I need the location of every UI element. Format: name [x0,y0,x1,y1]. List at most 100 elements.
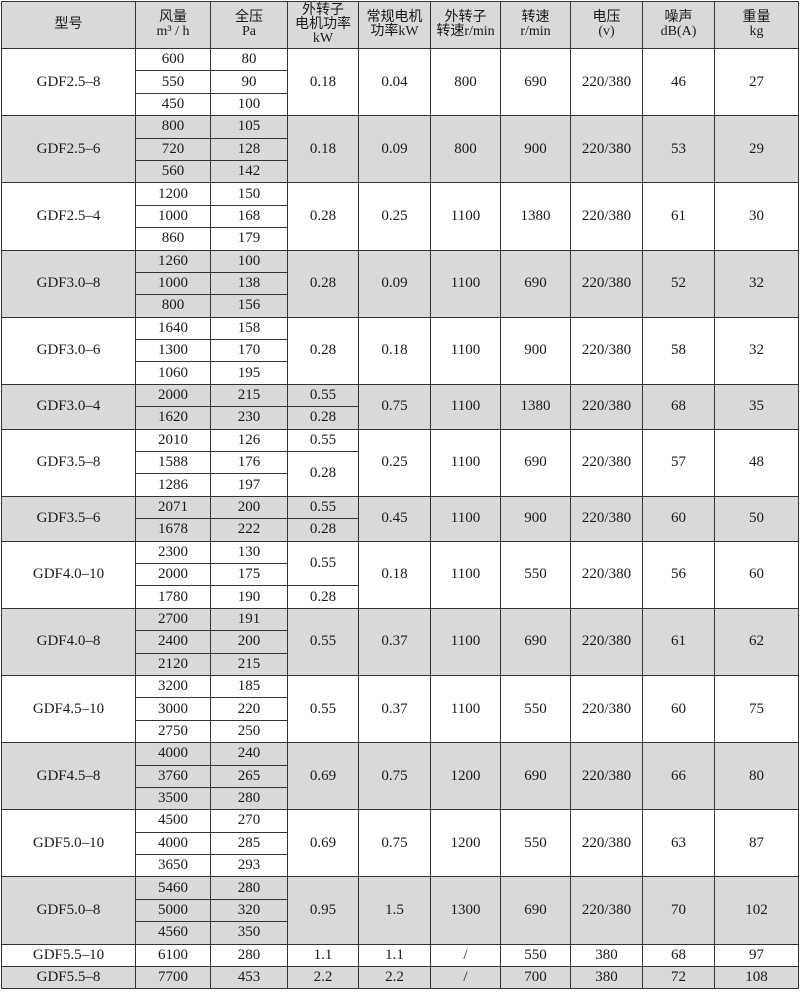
ext-rotor-power-cell: 0.28 [287,249,359,318]
ext-rotor-speed-cell: 800 [430,47,501,117]
airflow-cell: 4560 [135,921,211,945]
motor-power-cell: 1.1 [358,943,431,968]
model-cell: GDF4.0–10 [1,540,136,609]
table-row: 860 179 [2,227,799,251]
weight-cell: 50 [714,495,799,542]
header-ext-rotor-speed: 外转子 转速r/min [430,1,501,49]
airflow-cell: 2000 [135,562,211,587]
pressure-cell: 170 [210,339,288,363]
airflow-cell: 3500 [135,786,211,811]
ext-rotor-power-cell: 0.55 [287,540,359,587]
motor-power-cell: 0.75 [358,742,431,811]
ext-rotor-speed-cell: 1100 [430,249,501,318]
table-row: 1000 138 [2,271,799,296]
table-row: GDF5.5–8 7700 453 2.2 2.2/700 380 72 108 [1,966,799,990]
airflow-cell: 860 [135,227,211,251]
ext-rotor-speed-cell: 800 [430,115,501,184]
model-cell: GDF5.5–8 [1,966,136,990]
motor-power-cell: 1.5 [358,876,431,945]
airflow-cell: 1000 [135,271,211,296]
table-row: GDF2.5–4 1200 150 0.28 0.25 1100 1380 220/380 61… [1,182,799,251]
airflow-cell: 1000 [135,204,211,229]
voltage-cell: 220/380 [570,742,643,811]
ext-rotor-power-cell: 0.28 [287,518,359,542]
ext-rotor-power-cell: 0.55 [287,383,359,408]
ext-rotor-speed-cell: 1100 [430,495,501,542]
table-row: GDF4.5–8 4000 240 0.69 0.75 1200 690 220/380 66 8… [1,742,799,811]
speed-cell: 550 [500,674,571,744]
motor-power-cell: 0.09 [358,249,431,318]
speed-cell: 700 [500,966,571,990]
table-row: 1678 222 0.28 [2,518,799,542]
noise-cell: 61 [642,607,715,676]
table-row: GDF4.0–8 2700 191 0.55 0.37 1100 690 220/380 61 6… [1,607,799,676]
header-airflow: 风量 m³ / h [135,1,211,49]
table-row: GDF3.0–4 2000 215 0.55 0.75 1100 1380 220/380 68… [1,383,799,430]
model-cell: GDF2.5–6 [1,115,136,184]
airflow-cell: 5460 [135,876,211,900]
motor-power-cell: 0.18 [358,316,431,385]
pressure-cell: 350 [210,921,288,945]
header-pressure: 全压 Pa [210,1,288,49]
model-cell: GDF3.5–8 [1,428,136,497]
pressure-cell: 158 [210,316,288,341]
pressure-cell: 280 [210,786,288,811]
model-cell: GDF3.5–6 [1,495,136,542]
airflow-cell: 4000 [135,831,211,856]
motor-power-cell: 0.75 [358,383,431,430]
speed-cell: 690 [500,249,571,318]
table-row: 1588 176 0.28 [2,451,799,497]
noise-cell: 61 [642,182,715,251]
airflow-cell: 600 [135,47,211,72]
table-row: GDF2.5–6 800 105 0.18 0.09 800 900 220/380 53 29 [1,115,799,184]
airflow-cell: 550 [135,70,211,94]
ext-rotor-power-cell: 0.28 [287,316,359,385]
ext-rotor-power-cell: 1.1 [287,943,359,968]
noise-cell: 56 [642,540,715,609]
header-pressure-line: 全压 [235,10,263,25]
voltage-cell: 220/380 [570,428,643,497]
header-airflow-line: m³ / h [156,24,190,39]
airflow-cell: 2010 [135,428,211,453]
noise-cell: 72 [642,966,715,990]
motor-power-cell: 0.37 [358,607,431,676]
ext-rotor-power-cell: 0.28 [287,182,359,251]
table-row: 720 128 [2,137,799,161]
header-row: 型号 风量 m³ / h 全压 Pa 外转子 电机功率 kW 常规电机 功率kW 外转子 转速r/mi… [1,1,799,49]
table-row: GDF3.0–6 1640 158 0.28 0.18 1100 900 220/380 58 3… [1,316,799,385]
table-row: GDF3.5–6 2071 200 0.55 0.45 1100 900 220/380 60 5… [1,495,799,542]
noise-cell: 60 [642,495,715,542]
motor-power-cell: 0.45 [358,495,431,542]
table-row: 3500 280 [2,786,799,811]
voltage-cell: 220/380 [570,674,643,744]
table-row: 2120 215 [2,652,799,676]
header-model-line: 型号 [54,17,83,32]
pressure-cell: 138 [210,271,288,296]
pressure-cell: 240 [210,742,288,766]
voltage-cell: 380 [570,943,643,968]
header-ext-rotor-speed-line: 外转子 [444,10,487,25]
header-model: 型号 [1,1,136,49]
ext-rotor-power-cell: 0.55 [287,607,359,676]
weight-cell: 97 [714,943,799,968]
weight-cell: 75 [714,674,799,744]
ext-rotor-power-cell: 0.55 [287,674,359,744]
ext-rotor-speed-cell: 1100 [430,674,501,744]
airflow-cell: 4000 [135,742,211,766]
speed-cell: 900 [500,115,571,184]
weight-cell: 29 [714,115,799,184]
motor-power-cell: 0.25 [358,182,431,251]
pressure-cell: 320 [210,898,288,923]
weight-cell: 102 [714,876,799,945]
table-row: GDF4.0–10 2300 130 0.55 0.18 1100 550 220/380 56… [1,540,799,609]
pressure-cell: 220 [210,697,288,721]
ext-rotor-speed-cell: / [430,966,501,990]
header-weight-line: 重量 [742,10,771,25]
pressure-cell: 270 [210,809,288,833]
weight-cell: 48 [714,428,799,497]
table-row: GDF5.0–10 4500 270 0.69 0.75 1200 550 220/380 63… [1,809,799,878]
table-row: 4000 285 [2,831,799,856]
table-row: 1300 170 [2,339,799,363]
ext-rotor-speed-cell: 1100 [430,383,501,430]
